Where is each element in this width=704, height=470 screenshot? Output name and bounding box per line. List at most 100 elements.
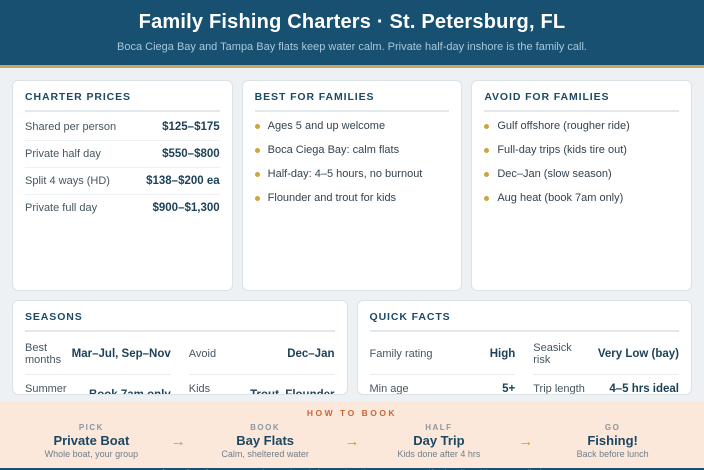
list-item-text: Full-day trips (kids tire out) <box>497 144 627 156</box>
stat-label: Trip length <box>533 383 585 395</box>
seasons-grid: Best months Mar–Jul, Sep–Nov Avoid Dec–J… <box>25 334 335 395</box>
arrow-right-icon: → <box>170 432 186 450</box>
price-label: Private half day <box>25 148 101 160</box>
step-kicker: PICK <box>78 423 104 432</box>
step-title: Fishing! <box>587 433 638 448</box>
footer-separator: · <box>240 469 243 470</box>
price-value: $138–$200 ea <box>146 175 220 187</box>
charter-prices-card: CHARTER PRICES Shared per person $125–$1… <box>12 80 233 291</box>
price-value: $550–$800 <box>162 148 220 160</box>
page-subtitle: Boca Ciega Bay and Tampa Bay flats keep … <box>117 41 587 53</box>
list-item-text: Boca Ciega Bay: calm flats <box>267 144 400 156</box>
list-item: Gulf offshore (rougher ride) <box>484 114 679 138</box>
price-row: Private full day $900–$1,300 <box>25 195 220 221</box>
arrow-right-icon: → <box>518 432 534 450</box>
price-row: Private half day $550–$800 <box>25 141 220 168</box>
stat-value: Dec–Jan <box>287 348 335 360</box>
booking-step-half: HALF Day Trip Kids done after 4 hrs <box>362 423 517 459</box>
list-item-text: Ages 5 and up welcome <box>267 120 386 132</box>
arrow-right-icon: → <box>344 432 360 450</box>
booking-steps: PICK Private Boat Whole boat, your group… <box>14 423 690 459</box>
step-kicker: GO <box>604 423 621 432</box>
price-row: Split 4 ways (HD) $138–$200 ea <box>25 168 220 195</box>
stat-pair: Avoid Dec–Jan <box>188 334 335 375</box>
footer-disclaimer: Independent informational resource. Veri… <box>251 469 561 470</box>
price-row: Shared per person $125–$175 <box>25 114 220 141</box>
list-item-text: Dec–Jan (slow season) <box>497 168 612 180</box>
seasons-title: SEASONS <box>25 311 335 332</box>
stat-label: Summer trips <box>25 383 67 395</box>
stat-label: Min age <box>369 383 409 395</box>
price-label: Split 4 ways (HD) <box>25 175 110 187</box>
booking-step-book: BOOK Bay Flats Calm, sheltered water <box>188 423 343 459</box>
quick-facts-title: QUICK FACTS <box>369 311 679 332</box>
price-value: $900–$1,300 <box>152 202 220 214</box>
stat-label: Best months <box>25 342 62 366</box>
stat-label: Seasick risk <box>533 342 572 366</box>
list-item-text: Gulf offshore (rougher ride) <box>497 120 630 132</box>
avoid-for-families-card: AVOID FOR FAMILIES Gulf offshore (roughe… <box>471 80 692 291</box>
best-for-families-title: BEST FOR FAMILIES <box>254 91 450 112</box>
stat-label: Family rating <box>369 348 433 360</box>
bullet-dot-icon <box>254 124 260 129</box>
bullet-dot-icon <box>484 124 490 129</box>
step-caption: Kids done after 4 hrs <box>397 449 481 459</box>
booking-step-go: GO Fishing! Back before lunch <box>535 423 690 459</box>
stat-value: 5+ <box>502 383 516 395</box>
stat-value: 4–5 hrs ideal <box>609 383 679 395</box>
stat-label: Avoid <box>188 348 217 360</box>
list-item-text: Aug heat (book 7am only) <box>497 192 624 204</box>
stat-value: Very Low (bay) <box>597 348 679 360</box>
step-caption: Whole boat, your group <box>44 449 139 459</box>
step-title: Day Trip <box>413 433 465 448</box>
footer: anglerschool.com · Independent informati… <box>0 468 704 470</box>
stat-label: Kids species <box>188 383 211 395</box>
avoid-for-families-title: AVOID FOR FAMILIES <box>484 91 679 112</box>
stat-pair: Best months Mar–Jul, Sep–Nov <box>25 334 171 375</box>
step-kicker: BOOK <box>250 423 281 432</box>
bullet-dot-icon <box>254 172 260 177</box>
how-to-book-title: HOW TO BOOK <box>306 408 398 418</box>
stat-value: Trout, Flounder <box>250 389 335 395</box>
booking-step-pick: PICK Private Boat Whole boat, your group <box>14 423 169 459</box>
bullet-dot-icon <box>254 196 260 201</box>
stat-value: Mar–Jul, Sep–Nov <box>71 348 171 360</box>
charter-prices-title: CHARTER PRICES <box>25 91 220 112</box>
best-for-families-card: BEST FOR FAMILIES Ages 5 and up welcome … <box>241 80 463 291</box>
stat-pair: Seasick risk Very Low (bay) <box>533 334 679 375</box>
price-label: Private full day <box>25 202 98 214</box>
price-value: $125–$175 <box>162 121 220 133</box>
step-caption: Calm, sheltered water <box>221 449 309 459</box>
list-item: Boca Ciega Bay: calm flats <box>254 138 450 162</box>
list-item: Aug heat (book 7am only) <box>484 186 679 210</box>
list-item-text: Half-day: 4–5 hours, no burnout <box>267 168 423 180</box>
footer-site-link[interactable]: anglerschool.com <box>143 468 233 470</box>
quick-facts-grid: Family rating High Seasick risk Very Low… <box>369 334 679 395</box>
stat-pair: Trip length 4–5 hrs ideal <box>533 375 679 395</box>
step-title: Private Boat <box>53 433 130 448</box>
how-to-book-band: HOW TO BOOK PICK Private Boat Whole boat… <box>0 401 704 468</box>
header: Family Fishing Charters · St. Petersburg… <box>0 0 704 68</box>
list-item: Full-day trips (kids tire out) <box>484 138 679 162</box>
bullet-dot-icon <box>484 196 490 201</box>
bullet-dot-icon <box>484 148 490 153</box>
list-item: Flounder and trout for kids <box>254 186 450 210</box>
stat-pair: Min age 5+ <box>369 375 516 395</box>
bullet-dot-icon <box>254 148 260 153</box>
list-item: Dec–Jan (slow season) <box>484 162 679 186</box>
main-content: CHARTER PRICES Shared per person $125–$1… <box>0 68 704 401</box>
page-title: Family Fishing Charters · St. Petersburg… <box>138 11 566 33</box>
seasons-card: SEASONS Best months Mar–Jul, Sep–Nov Avo… <box>12 300 348 395</box>
step-caption: Back before lunch <box>576 449 649 459</box>
stat-pair: Kids species Trout, Flounder <box>188 375 335 395</box>
stat-value: High <box>489 348 516 360</box>
stat-value: Book 7am only <box>88 389 171 395</box>
bottom-cards-row: SEASONS Best months Mar–Jul, Sep–Nov Avo… <box>12 300 692 395</box>
step-title: Bay Flats <box>236 433 295 448</box>
list-item-text: Flounder and trout for kids <box>267 192 397 204</box>
bullet-dot-icon <box>484 172 490 177</box>
quick-facts-card: QUICK FACTS Family rating High Seasick r… <box>356 300 692 395</box>
stat-pair: Family rating High <box>369 334 516 375</box>
top-cards-row: CHARTER PRICES Shared per person $125–$1… <box>12 80 692 291</box>
